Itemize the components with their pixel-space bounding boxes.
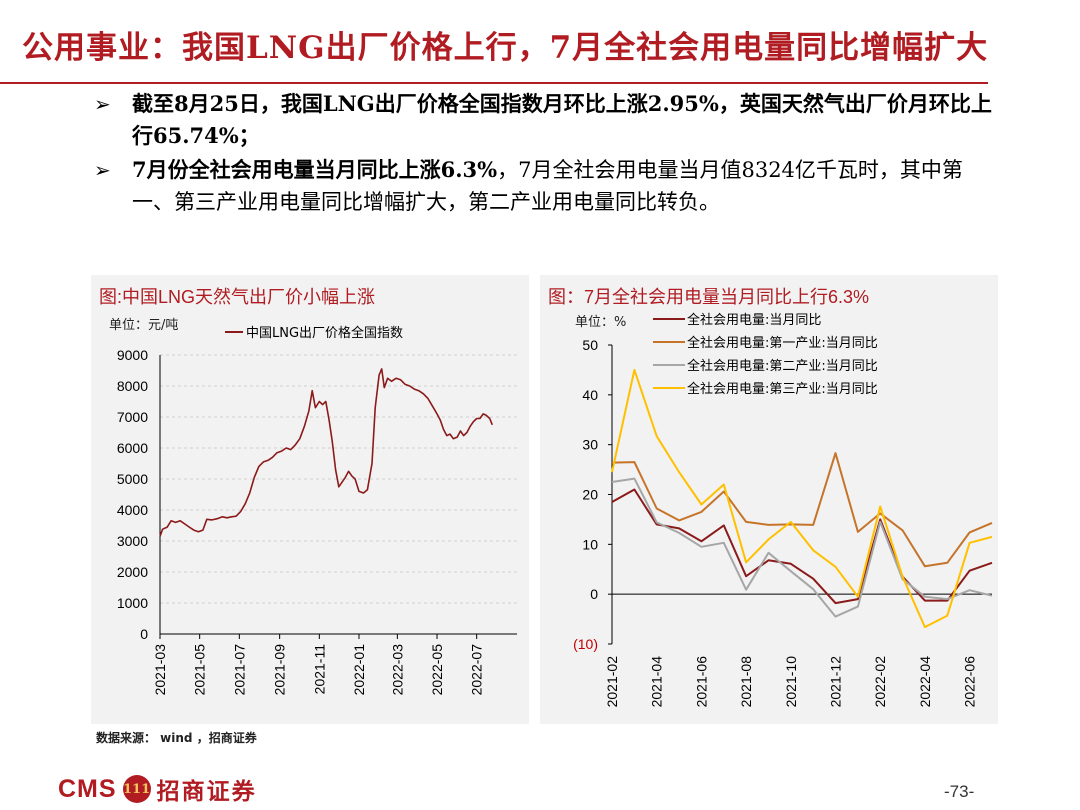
legend-label: 全社会用电量:当月同比 <box>687 312 821 328</box>
y-tick-label: 10 <box>582 536 598 552</box>
y-tick-label: 30 <box>582 437 598 453</box>
series-line-3 <box>611 477 993 618</box>
x-tick-label: 2021-09 <box>272 644 288 696</box>
logo-seal-icon: 111 <box>122 775 151 803</box>
arrow-bullet-icon: ➢ <box>94 158 111 182</box>
y-tick-label: 0 <box>590 586 598 602</box>
page-number: -73- <box>944 782 975 801</box>
company-logo: CMS 111 招商证券 <box>58 774 257 806</box>
electricity-chart-unit: 单位：% <box>575 315 627 330</box>
x-tick-label: 2021-04 <box>649 656 665 708</box>
x-tick-label: 2021-08 <box>738 656 754 708</box>
y-tick-label: 7000 <box>117 409 148 425</box>
bullet-list: ➢ 截至8月25日，我国LNG出厂价格全国指数月环比上涨2.95%，英国天然气出… <box>90 88 1000 220</box>
x-tick-label: 2021-05 <box>192 644 208 696</box>
electricity-yoy-line-chart: 50 40 30 20 10 0 (10) 2021-02 2021-04 2021-06 2021… <box>573 312 993 708</box>
bullet-item-lng: ➢ 截至8月25日，我国LNG出厂价格全国指数月环比上涨2.95%，英国天然气出… <box>90 88 1000 152</box>
y-tick-label: 4000 <box>117 502 148 518</box>
y-tick-label: 40 <box>582 387 598 403</box>
x-tick-label: 2021-03 <box>152 644 168 696</box>
electricity-chart-panel: 图：7月全社会用电量当月同比上行6.3% 单位：% 50 40 30 20 10 0 (10… <box>540 275 998 724</box>
lng-chart-title: 图:中国LNG天然气出厂价小幅上涨 <box>99 287 376 307</box>
series-line-4 <box>611 368 993 629</box>
legend-label: 全社会用电量:第一产业:当月同比 <box>687 335 878 351</box>
title-divider <box>0 82 988 84</box>
y-tick-label: 3000 <box>117 533 148 549</box>
legend-label: 全社会用电量:第二产业:当月同比 <box>687 358 878 374</box>
electricity-chart-title: 图：7月全社会用电量当月同比上行6.3% <box>548 287 870 307</box>
y-tick-label: 2000 <box>117 564 148 580</box>
y-tick-label: 6000 <box>117 440 148 456</box>
x-tick-label: 2022-05 <box>429 644 445 696</box>
x-tick-label: 2021-11 <box>311 644 327 695</box>
legend-label: 中国LNG出厂价格全国指数 <box>246 325 403 341</box>
y-tick-label: 50 <box>582 337 598 353</box>
lng-chart-panel: 图:中国LNG天然气出厂价小幅上涨 单位：元/吨 9000 8000 7000 600… <box>91 275 529 724</box>
y-tick-label: 5000 <box>117 471 148 487</box>
lng-price-line-chart: 9000800070006000500040003000200010000202… <box>117 325 517 696</box>
x-tick-label: 2022-06 <box>962 656 978 708</box>
x-tick-label: 2022-07 <box>469 644 485 696</box>
bullet-text: 截至8月25日，我国LNG出厂价格全国指数月环比上涨2.95%，英国天然气出厂价… <box>132 91 992 148</box>
x-tick-label: 2022-04 <box>917 656 933 708</box>
x-tick-label: 2021-07 <box>231 644 247 696</box>
lng-chart-unit: 单位：元/吨 <box>109 318 179 333</box>
arrow-bullet-icon: ➢ <box>94 92 111 116</box>
legend-label: 全社会用电量:第三产业:当月同比 <box>687 381 878 397</box>
y-tick-label: 8000 <box>117 378 148 394</box>
series-line-1 <box>611 488 993 605</box>
x-tick-label: 2021-06 <box>693 656 709 708</box>
x-tick-label: 2021-12 <box>828 656 844 708</box>
logo-cms-text: CMS <box>58 774 117 803</box>
bullet-text: 7月份全社会用电量当月同比上涨6.3%，7月全社会用电量当月值8324亿千瓦时，… <box>132 157 963 214</box>
y-tick-label: 1000 <box>117 595 148 611</box>
x-tick-label: 2022-03 <box>389 644 405 696</box>
y-tick-label: 20 <box>582 487 598 503</box>
bullet-item-electricity: ➢ 7月份全社会用电量当月同比上涨6.3%，7月全社会用电量当月值8324亿千瓦… <box>90 154 1000 218</box>
x-tick-label: 2021-02 <box>604 656 620 708</box>
data-source-note: 数据来源： wind ，招商证券 <box>96 731 257 745</box>
page-title: 公用事业：我国LNG出厂价格上行，7月全社会用电量同比增幅扩大 <box>22 30 989 66</box>
logo-cn-text: 招商证券 <box>156 778 257 805</box>
x-tick-label: 2022-01 <box>351 644 367 696</box>
lng-price-series-line <box>159 368 494 537</box>
x-tick-label: 2022-02 <box>872 656 888 708</box>
y-tick-label: 9000 <box>117 347 148 363</box>
x-tick-label: 2021-10 <box>783 656 799 708</box>
y-tick-label: (10) <box>573 636 598 652</box>
y-tick-label: 0 <box>140 626 148 642</box>
series-line-2 <box>611 452 993 568</box>
